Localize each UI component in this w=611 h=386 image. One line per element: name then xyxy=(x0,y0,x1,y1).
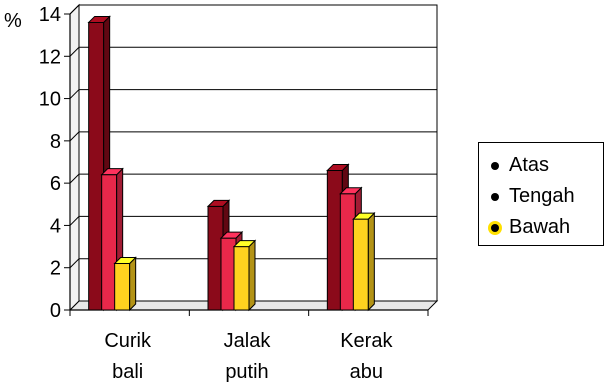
y-tick-label: 4 xyxy=(50,215,61,237)
legend-label-bawah: Bawah xyxy=(509,216,571,238)
plot-side-wall xyxy=(69,3,80,312)
legend-label-tengah: Tengah xyxy=(509,185,575,207)
legend-item-atas: Atas xyxy=(479,150,603,181)
x-tick-label-line2: abu xyxy=(350,361,383,383)
legend-label-atas: Atas xyxy=(509,154,550,176)
y-axis-unit-label: % xyxy=(4,10,22,32)
bar-side-bawah xyxy=(129,256,137,312)
bar-side-bawah xyxy=(248,239,256,312)
gridline xyxy=(69,215,437,226)
legend-bullet-icon xyxy=(491,161,499,170)
legend: Atas Tengah Bawah xyxy=(478,142,604,246)
x-tick-label-line1: Jalak xyxy=(224,330,272,352)
bar-top-atas xyxy=(206,199,231,207)
gridline xyxy=(69,4,437,15)
plot-back-wall xyxy=(78,4,438,302)
legend-bullet-icon xyxy=(491,192,499,201)
bar-side-bawah xyxy=(367,211,375,312)
gridline xyxy=(69,173,437,184)
bar-top-atas xyxy=(87,15,111,23)
bar-top-tengah xyxy=(339,187,363,195)
bar-top-bawah xyxy=(232,240,257,248)
bar-bawah xyxy=(114,262,131,311)
bar-bawah xyxy=(233,246,250,311)
gridline xyxy=(69,131,437,142)
x-tick-label-line1: Kerak xyxy=(340,330,393,352)
bar-top-bawah xyxy=(352,212,376,220)
bar-top-bawah xyxy=(113,256,137,264)
bar-top-atas xyxy=(326,163,350,171)
gridline xyxy=(69,46,437,57)
y-tick-label: 0 xyxy=(50,300,61,322)
bar-bawah xyxy=(352,218,369,311)
legend-item-tengah: Tengah xyxy=(479,181,603,212)
plot-area: 0 2 4 6 8 10 12 14 Curik bali Jalak putih Kerak abu xyxy=(39,3,439,383)
bar-top-tengah xyxy=(219,231,244,239)
x-tick-label-line1: Curik xyxy=(104,330,152,352)
x-tick-label-line2: bali xyxy=(112,361,143,383)
gridline xyxy=(69,89,437,99)
y-tick-label: 10 xyxy=(39,89,61,111)
x-tick-label-line2: putih xyxy=(225,361,268,383)
y-tick-label: 8 xyxy=(50,131,61,153)
legend-bullet-icon xyxy=(491,223,499,232)
y-tick-label: 14 xyxy=(39,4,61,26)
legend-item-bawah: Bawah xyxy=(479,212,603,243)
gridline xyxy=(69,258,437,269)
y-tick-label: 2 xyxy=(50,258,61,280)
y-tick-label: 12 xyxy=(39,46,61,68)
y-tick-label: 6 xyxy=(50,173,61,195)
bar-top-tengah xyxy=(100,168,124,176)
